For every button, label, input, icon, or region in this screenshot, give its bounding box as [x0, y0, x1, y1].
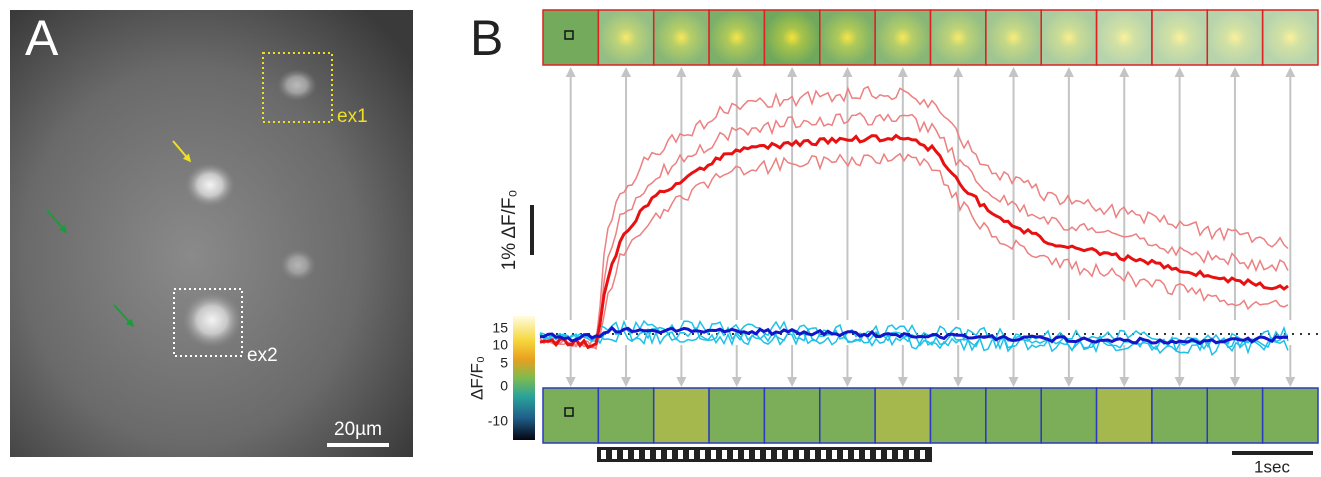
stimulus-tick: [667, 450, 672, 459]
roi-label: ex2: [247, 345, 278, 366]
stimulus-tick: [799, 450, 804, 459]
amplitude-label: 1% ΔF/F₀: [499, 190, 520, 271]
colorbar: [513, 316, 535, 440]
trial-trace: [539, 152, 1289, 349]
frame: [1151, 9, 1209, 66]
stimulus-tick: [733, 450, 738, 459]
frame: [929, 9, 987, 66]
frame: [708, 9, 766, 66]
colorbar-tick: -10: [488, 413, 508, 429]
frame: [652, 9, 710, 66]
frame: [1040, 387, 1098, 444]
scale-label: 20µm: [334, 419, 382, 440]
stimulus-tick: [876, 450, 881, 459]
time-label: 1sec: [1254, 457, 1290, 476]
stimulus-tick: [722, 450, 727, 459]
stimulus-tick: [821, 450, 826, 459]
stimulus-tick: [898, 450, 903, 459]
panel-label: B: [470, 10, 503, 66]
frame: [985, 9, 1042, 66]
roi-box: [262, 52, 333, 123]
stimulus-tick: [854, 450, 859, 459]
roi-marker: [564, 30, 574, 40]
arrow: [46, 209, 68, 234]
stimulus-tick: [832, 450, 837, 459]
frame: [763, 9, 821, 66]
stimulus-tick: [777, 450, 782, 459]
stimulus-tick: [601, 450, 606, 459]
frame: [874, 9, 932, 66]
stimulus-tick: [909, 450, 914, 459]
stimulus-tick: [700, 450, 705, 459]
stimulus-tick: [810, 450, 815, 459]
colorbar-tick: 0: [500, 378, 508, 394]
mean-trace: [539, 325, 1289, 346]
frame: [1261, 387, 1319, 444]
roi-marker: [564, 407, 574, 417]
cell: [182, 292, 242, 348]
frame: [597, 387, 655, 444]
frame: [1206, 387, 1264, 444]
colorbar-tick: 10: [492, 337, 508, 353]
stimulus-tick: [656, 450, 661, 459]
colorbar-tick: 5: [500, 355, 508, 371]
stimulus-tick: [689, 450, 694, 459]
cell: [280, 249, 316, 281]
colorbar-title: ΔF/F₀: [467, 356, 486, 400]
cell: [185, 163, 235, 207]
frame: [708, 387, 766, 444]
roi-box: [173, 288, 243, 357]
stimulus-tick: [678, 450, 683, 459]
frame: [1095, 387, 1153, 444]
cell: [277, 69, 317, 101]
mean-trace: [539, 133, 1289, 350]
stimulus-tick: [788, 450, 793, 459]
stimulus-tick: [612, 450, 617, 459]
frame: [929, 387, 987, 444]
stimulus-tick: [623, 450, 628, 459]
trial-trace: [539, 85, 1289, 348]
stimulus-tick: [744, 450, 749, 459]
arrow: [113, 304, 135, 328]
frame: [542, 9, 600, 66]
stimulus-tick: [711, 450, 716, 459]
roi-label: ex1: [337, 106, 368, 127]
frame: [819, 9, 876, 66]
stimulus-tick: [766, 450, 771, 459]
stimulus-tick: [887, 450, 892, 459]
frame: [1095, 9, 1153, 66]
frame: [597, 9, 655, 66]
trial-trace: [539, 112, 1289, 351]
stimulus-tick: [634, 450, 639, 459]
trial-trace: [539, 327, 1289, 357]
stimulus-tick: [645, 450, 650, 459]
colorbar-tick: 15: [492, 320, 508, 336]
arrow: [172, 140, 192, 163]
frame: [652, 387, 710, 444]
stimulus-tick: [843, 450, 848, 459]
panel-label: A: [25, 10, 59, 66]
stimulus-tick: [920, 450, 925, 459]
frame: [1151, 387, 1209, 444]
frame: [874, 387, 932, 444]
frame: [1040, 9, 1098, 66]
panel-a: A ex1 ex2 20µm: [10, 10, 413, 457]
micrograph: [10, 10, 413, 457]
frame: [985, 387, 1042, 444]
frame: [1206, 9, 1264, 66]
stimulus-tick: [865, 450, 870, 459]
stimulus-tick: [755, 450, 760, 459]
frame: [819, 387, 876, 444]
frame: [763, 387, 821, 444]
frame: [1261, 9, 1319, 66]
